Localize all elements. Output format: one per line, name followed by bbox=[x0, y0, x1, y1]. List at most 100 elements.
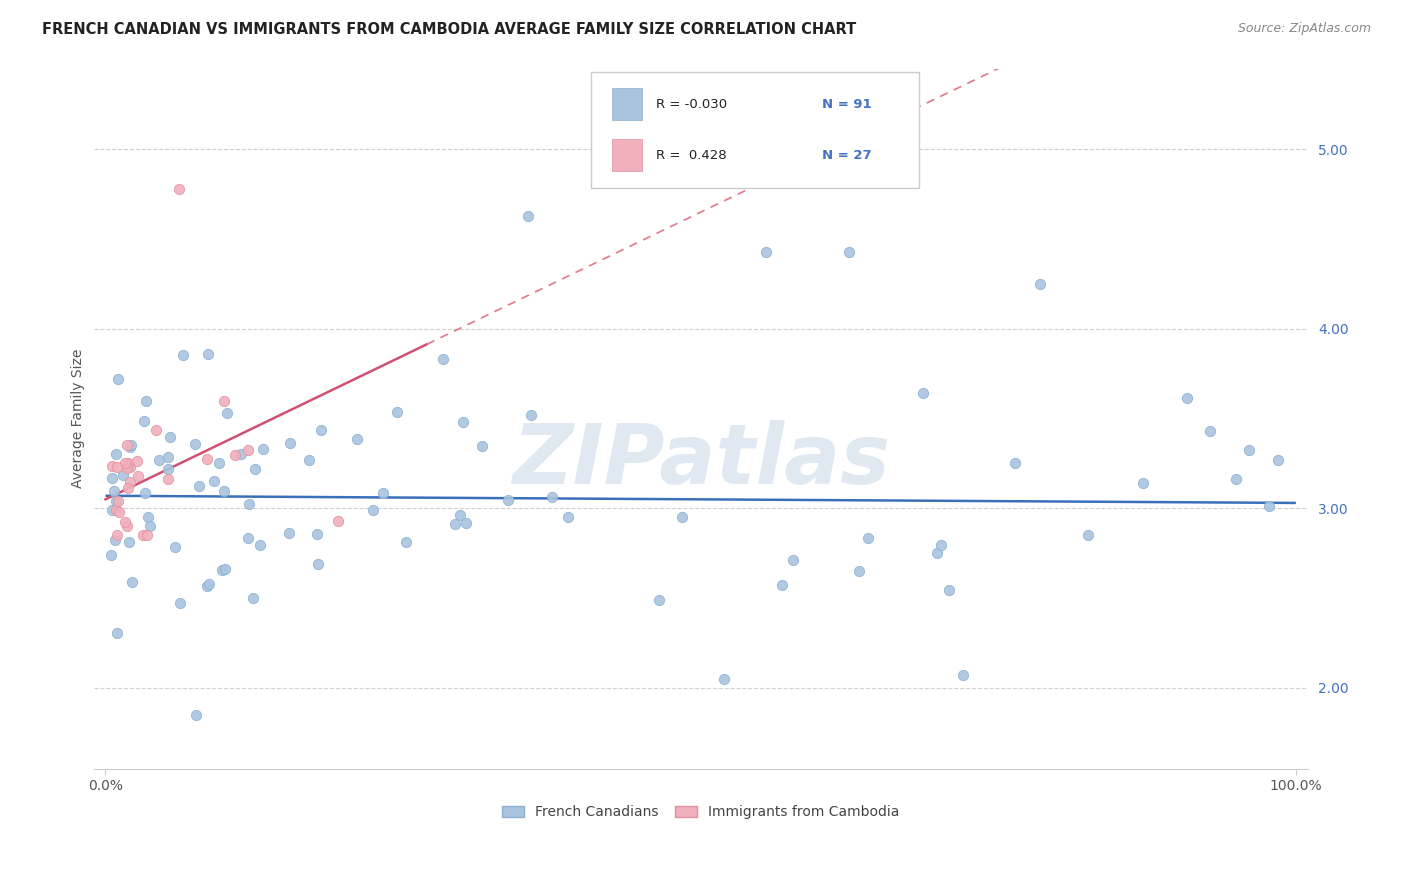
Point bbox=[188, 479, 211, 493]
Point bbox=[184, 437, 207, 451]
Point bbox=[117, 481, 139, 495]
Point bbox=[432, 351, 454, 366]
Point bbox=[101, 502, 124, 516]
Point bbox=[195, 452, 218, 467]
Point bbox=[101, 458, 124, 473]
Point bbox=[105, 502, 128, 516]
Point bbox=[132, 528, 155, 542]
Point bbox=[120, 438, 142, 452]
Point bbox=[208, 456, 231, 470]
Point bbox=[1198, 424, 1220, 438]
Point bbox=[172, 348, 194, 362]
Point bbox=[197, 347, 219, 361]
Point bbox=[115, 438, 138, 452]
Legend: French Canadians, Immigrants from Cambodia: French Canadians, Immigrants from Cambod… bbox=[496, 799, 905, 825]
Point bbox=[517, 209, 540, 223]
Point bbox=[373, 486, 395, 500]
Point bbox=[115, 518, 138, 533]
Text: Source: ZipAtlas.com: Source: ZipAtlas.com bbox=[1237, 22, 1371, 36]
Text: ZIPatlas: ZIPatlas bbox=[512, 420, 890, 501]
Point bbox=[139, 519, 162, 533]
Point bbox=[326, 514, 349, 528]
Point bbox=[136, 528, 159, 542]
Point bbox=[105, 625, 128, 640]
Point bbox=[118, 475, 141, 489]
Point bbox=[224, 448, 246, 462]
Point bbox=[169, 182, 191, 196]
Point bbox=[195, 579, 218, 593]
Point bbox=[169, 596, 191, 610]
Point bbox=[125, 454, 148, 468]
Point bbox=[454, 516, 477, 530]
Point bbox=[163, 540, 186, 554]
Point bbox=[278, 525, 301, 540]
Point bbox=[157, 472, 180, 486]
Text: N = 27: N = 27 bbox=[823, 149, 872, 161]
Point bbox=[242, 591, 264, 606]
FancyBboxPatch shape bbox=[612, 87, 643, 120]
Point bbox=[305, 526, 328, 541]
Point bbox=[114, 516, 136, 530]
FancyBboxPatch shape bbox=[612, 138, 643, 171]
Point bbox=[186, 707, 208, 722]
Point bbox=[541, 490, 564, 504]
Point bbox=[713, 672, 735, 686]
Point bbox=[1239, 442, 1261, 457]
Point bbox=[755, 244, 778, 259]
Point bbox=[211, 563, 233, 577]
Point bbox=[1257, 499, 1279, 513]
Point bbox=[107, 493, 129, 508]
Point bbox=[135, 394, 157, 409]
Point bbox=[252, 442, 274, 457]
Point bbox=[138, 509, 160, 524]
Point bbox=[307, 557, 329, 571]
Point bbox=[1132, 476, 1154, 491]
Point bbox=[931, 538, 953, 552]
Point bbox=[1077, 528, 1099, 542]
Point bbox=[214, 484, 236, 499]
Point bbox=[449, 508, 471, 523]
Point bbox=[157, 462, 180, 476]
Point bbox=[451, 415, 474, 429]
Point bbox=[496, 493, 519, 508]
Point bbox=[1175, 391, 1198, 405]
Point bbox=[520, 409, 543, 423]
Point bbox=[249, 538, 271, 552]
Point bbox=[114, 456, 136, 470]
FancyBboxPatch shape bbox=[592, 72, 920, 187]
Point bbox=[848, 564, 870, 578]
Point bbox=[385, 405, 408, 419]
Point bbox=[236, 443, 259, 458]
Point bbox=[770, 578, 793, 592]
Point bbox=[156, 450, 179, 464]
Text: R =  0.428: R = 0.428 bbox=[655, 149, 727, 161]
Point bbox=[647, 593, 669, 607]
Point bbox=[1225, 471, 1247, 485]
Point bbox=[238, 497, 260, 511]
Point bbox=[212, 394, 235, 409]
Point bbox=[127, 469, 149, 483]
Point bbox=[103, 484, 125, 499]
Point bbox=[104, 493, 127, 508]
Point bbox=[108, 506, 131, 520]
Point bbox=[911, 385, 934, 400]
Point bbox=[471, 439, 494, 453]
Point bbox=[309, 423, 332, 437]
Point bbox=[105, 460, 128, 475]
Point bbox=[243, 461, 266, 475]
Point bbox=[105, 447, 128, 461]
Point bbox=[782, 553, 804, 567]
Point bbox=[105, 528, 128, 542]
Point bbox=[202, 474, 225, 488]
Point bbox=[134, 486, 156, 500]
Point bbox=[557, 510, 579, 524]
Point bbox=[159, 430, 181, 444]
Point bbox=[363, 503, 385, 517]
Point bbox=[1267, 453, 1289, 467]
Point bbox=[111, 468, 134, 483]
Point bbox=[100, 548, 122, 562]
Text: R = -0.030: R = -0.030 bbox=[655, 97, 727, 111]
Point bbox=[1004, 456, 1026, 470]
Point bbox=[927, 546, 949, 560]
Point bbox=[938, 582, 960, 597]
